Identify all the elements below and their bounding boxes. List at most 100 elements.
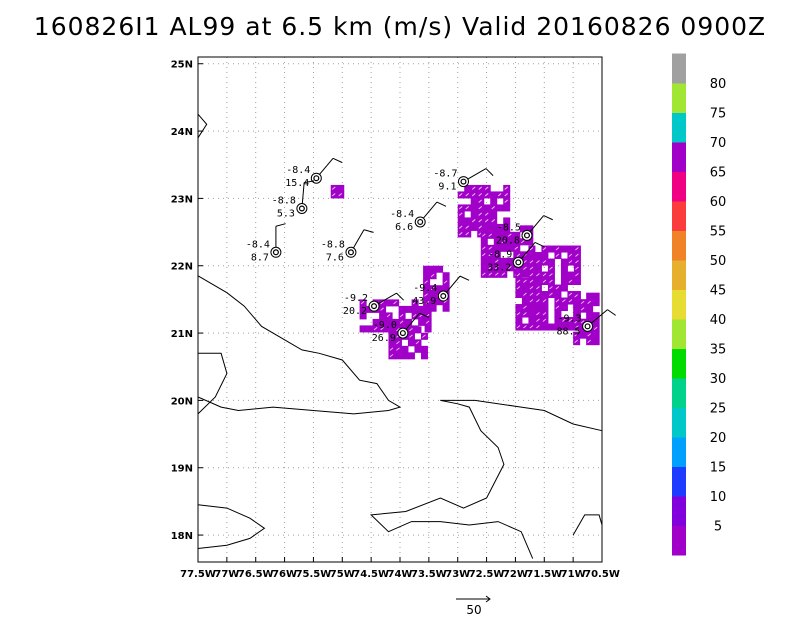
wind-cell [573,299,581,307]
station-circle-inner [417,218,424,225]
wind-cell-arrow [580,300,585,305]
colorbar-swatch [672,142,686,172]
wind-cell-arrow [465,193,470,197]
wind-cell [483,223,491,231]
station-circle [414,216,426,228]
wind-cell-arrow [484,219,489,223]
wind-cell [442,298,450,306]
wind-cell [506,257,514,265]
wind-cell [470,184,478,192]
observation-station: -8.4 6.6 [390,201,447,233]
wind-cell-arrow [443,280,448,284]
wind-cell [560,265,568,273]
wind-cell [573,278,581,286]
wind-cell-arrow [465,206,470,210]
wind-cell [464,223,472,231]
wind-cell [493,264,501,272]
observation-station: -9.2 20.2 [343,292,404,317]
wind-cell [567,297,575,305]
wind-cell [521,278,529,286]
wind-cell [534,297,542,305]
wind-cell [423,291,431,299]
colorbar-swatch [672,437,686,467]
wind-cell-arrow [529,286,534,290]
wind-cell [541,304,549,312]
wind-barb-flag [534,241,545,248]
reference-vector-head [485,595,491,603]
wind-cell-arrow [555,305,560,309]
wind-cell [442,272,450,280]
wind-cell [477,184,485,192]
colorbar-label: 60 [710,195,727,210]
wind-cell [554,310,562,318]
wind-cell [579,299,587,307]
wind-cell-arrow [542,312,547,316]
wind-cell [515,278,523,286]
wind-cell-arrow [580,307,585,311]
wind-cell [541,245,549,253]
wind-cell-arrow [504,199,509,203]
wind-cell [503,191,511,199]
colorbar-swatch [672,230,686,261]
wind-cell-arrow [542,279,547,283]
wind-cell-arrow [422,334,426,338]
wind-cell-arrow [587,339,591,344]
colorbar-label: 55 [710,225,727,240]
wind-cell-arrow [507,233,512,237]
wind-cell [503,184,511,192]
wind-cell-arrow [458,206,463,210]
wind-cell [424,325,432,333]
wind-cell [418,312,426,320]
wind-cell-arrow [529,266,534,270]
wind-cell-arrow [568,318,573,322]
wind-cell [560,297,568,305]
wind-cell [477,223,485,231]
wind-cell [573,292,581,300]
wind-cell [586,292,594,300]
wind-cell [414,339,422,347]
wind-cell [534,304,542,312]
wind-cell [470,217,478,225]
coastline [197,275,402,415]
wind-cell-arrow [536,292,540,296]
wind-cell-arrow [568,299,573,303]
wind-cell-arrow [516,273,521,277]
wind-cell [477,197,485,205]
wind-cell [554,252,562,260]
wind-cell [477,191,485,199]
wind-cell [483,191,491,199]
wind-barb-flag [459,275,470,281]
wind-cell [528,291,536,299]
wind-cell-arrow [478,186,483,190]
wind-cell [586,312,594,320]
y-tick-label: 23N [171,194,193,205]
wind-cell [379,312,387,320]
station-top-value: -8.5 [497,222,521,233]
wind-cell [470,197,478,205]
wind-cell [500,244,508,252]
wind-cell [541,297,549,305]
wind-cell [526,225,534,233]
wind-cell [521,284,529,292]
wind-cell [464,184,472,192]
station-circle [310,172,322,184]
colorbar-label: 50 [710,254,727,269]
station-circle [521,229,533,241]
wind-cell-arrow [458,212,463,216]
x-tick-label: 73W [445,569,470,580]
wind-cell [483,210,491,218]
wind-cell [586,331,594,339]
wind-cell [541,252,549,260]
wind-cell [493,238,501,246]
observation-station: -9.3 88.5 [556,309,616,337]
wind-cell-arrow [471,186,476,190]
wind-cell [477,210,485,218]
wind-cell-arrow [504,193,509,197]
wind-cell-arrow [380,307,384,311]
colorbar-swatch [672,378,686,408]
wind-cell [470,204,478,212]
wind-cell [366,325,374,333]
wind-cell [528,284,536,292]
wind-cell-arrow [549,279,553,283]
wind-cell [394,352,402,360]
